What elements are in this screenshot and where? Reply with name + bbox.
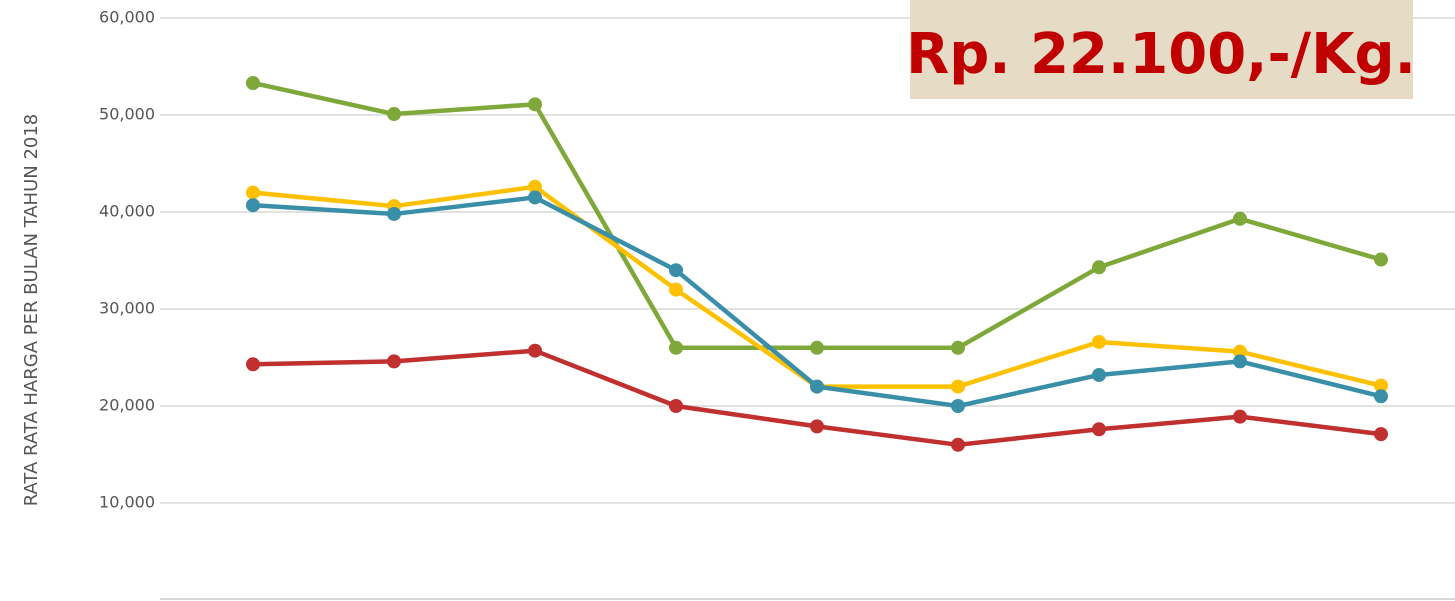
data-point	[1233, 354, 1247, 369]
data-point	[1092, 422, 1106, 437]
data-point	[810, 419, 824, 434]
data-point	[951, 340, 965, 355]
annotation: Rp. 22.100,-/Kg.	[906, 22, 1416, 87]
data-point	[1374, 252, 1388, 267]
data-point	[246, 357, 260, 372]
y-tick-label: 40,000	[99, 202, 155, 221]
data-point	[528, 179, 542, 194]
data-point	[387, 354, 401, 369]
data-point	[1233, 211, 1247, 226]
y-tick-label: 10,000	[99, 493, 155, 512]
series-line	[252, 184, 1382, 389]
series-line	[252, 80, 1382, 351]
data-point	[810, 340, 824, 355]
data-point	[1374, 389, 1388, 404]
data-point	[810, 379, 824, 394]
data-point	[528, 97, 542, 112]
data-point	[669, 340, 683, 355]
data-point	[669, 263, 683, 278]
data-point	[528, 343, 542, 358]
annotation-box	[910, 0, 1413, 99]
data-point	[951, 379, 965, 394]
data-point	[951, 399, 965, 413]
y-tick-label: 50,000	[99, 105, 155, 124]
data-point	[1092, 367, 1106, 382]
data-point	[1374, 378, 1388, 393]
data-point	[246, 185, 260, 200]
data-point	[1374, 427, 1388, 442]
data-point	[246, 75, 260, 90]
data-point	[1233, 409, 1247, 424]
y-axis-label: RATA RATA HARGA PER BULAN TAHUN 2018	[21, 114, 42, 507]
data-point	[669, 282, 683, 297]
data-point	[951, 437, 965, 452]
data-point	[246, 198, 260, 213]
data-point	[387, 206, 401, 221]
y-tick-label: 60,000	[99, 8, 155, 27]
y-tick-label: 20,000	[99, 396, 155, 415]
y-tick-label: 30,000	[99, 299, 155, 318]
data-point	[1092, 334, 1106, 349]
data-point	[387, 107, 401, 122]
data-point	[1233, 344, 1247, 359]
data-point	[669, 399, 683, 413]
data-point	[528, 190, 542, 205]
data-point	[1092, 260, 1106, 275]
